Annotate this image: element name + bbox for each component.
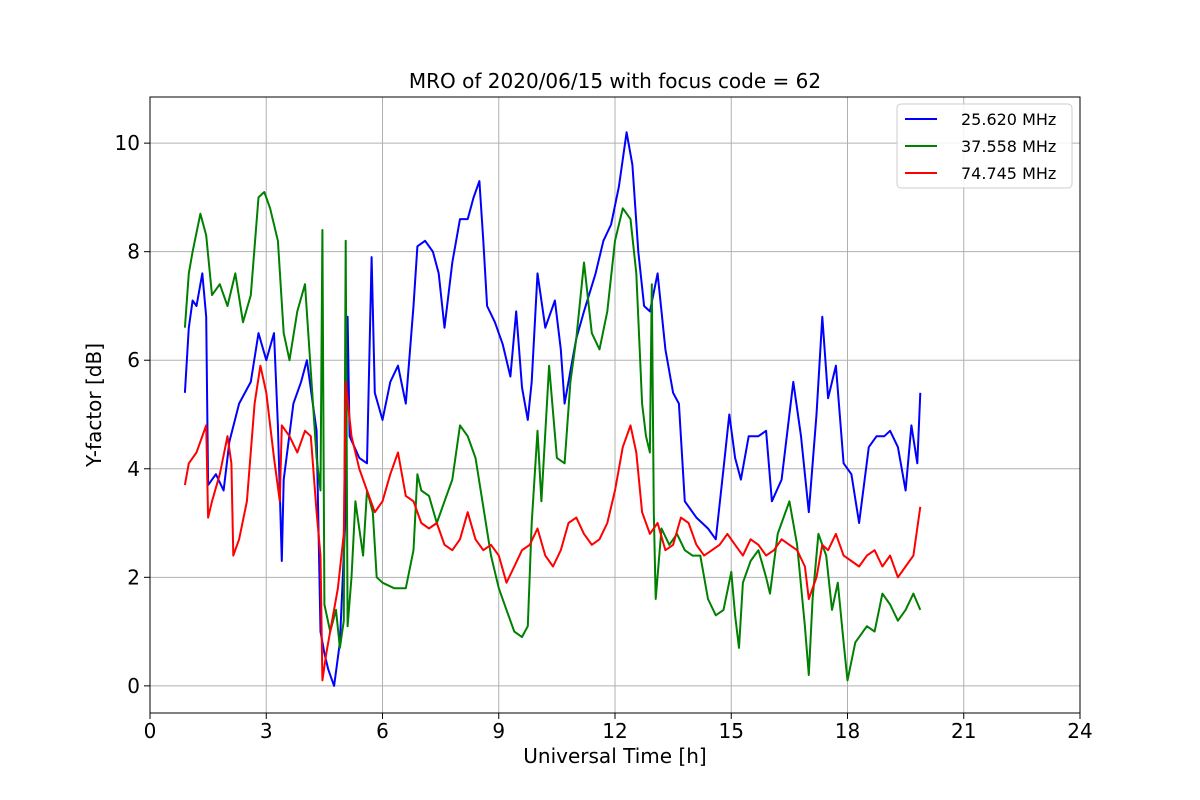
series-0 [183,131,922,687]
x-tick-label: 6 [376,719,389,743]
legend-item: 37.558 MHz [905,137,1056,156]
y-tick-label: 8 [127,240,140,264]
chart-title: MRO of 2020/06/15 with focus code = 62 [409,69,821,93]
legend-item: 74.745 MHz [905,164,1056,183]
legend-label: 25.620 MHz [961,110,1056,129]
y-tick-label: 6 [127,348,140,372]
x-tick-label: 12 [602,719,627,743]
series-2 [183,364,922,682]
x-tick-label: 15 [719,719,744,743]
y-axis-ticks: 0 2 4 6 8 10 [115,131,150,698]
legend-label: 74.745 MHz [961,164,1056,183]
plot-area [183,131,922,687]
series-line [183,364,922,682]
y-tick-label: 0 [127,674,140,698]
x-axis-label: Universal Time [h] [523,744,706,768]
x-tick-label: 9 [492,719,505,743]
x-tick-label: 18 [835,719,860,743]
series-layer [183,131,922,687]
x-tick-label: 21 [951,719,976,743]
x-tick-label: 3 [260,719,273,743]
legend-label: 37.558 MHz [961,137,1056,156]
x-tick-label: 24 [1067,719,1092,743]
y-tick-label: 4 [127,457,140,481]
x-axis-ticks: 0 3 6 9 12 15 18 21 24 [144,713,1093,743]
x-tick-label: 0 [144,719,157,743]
y-tick-label: 2 [127,565,140,589]
y-axis-label: Y-factor [dB] [82,343,106,468]
legend: 25.620 MHz 37.558 MHz 74.745 MHz [896,103,1073,189]
grid-lines [150,97,1080,713]
series-1 [183,191,922,682]
legend-box [896,103,1073,189]
series-line [183,131,922,687]
legend-item: 25.620 MHz [905,110,1056,129]
series-line [183,191,922,682]
y-tick-label: 10 [115,131,140,155]
